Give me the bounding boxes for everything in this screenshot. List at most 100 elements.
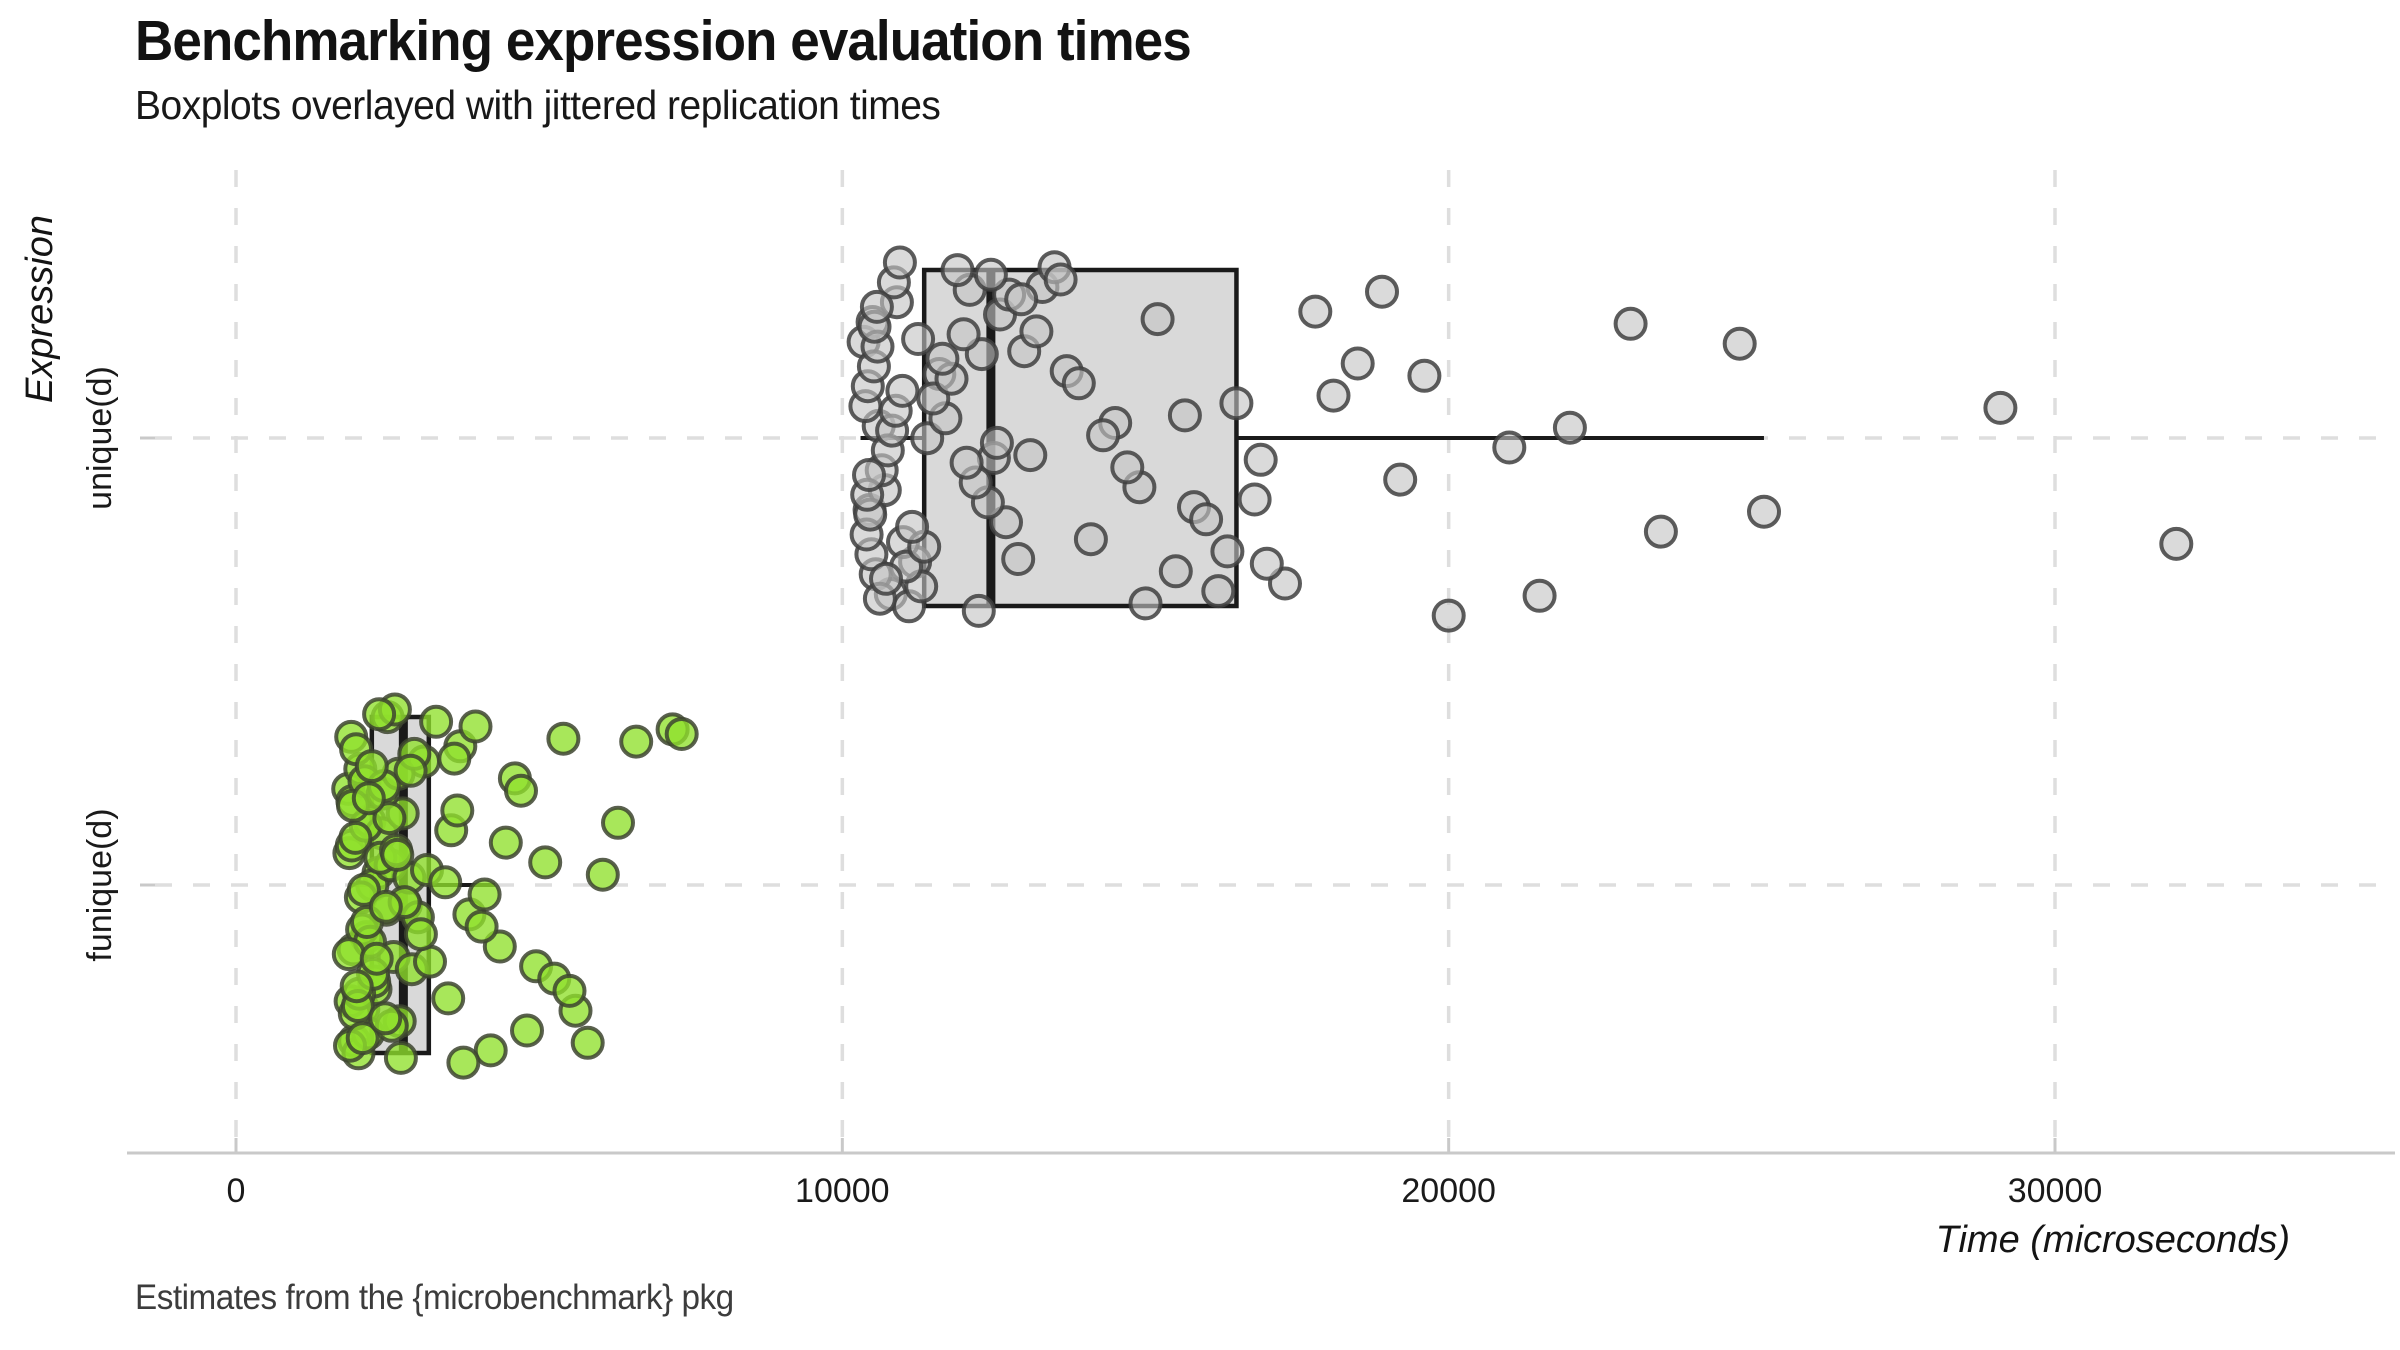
- jitter-point: [1365, 274, 1399, 309]
- jitter-point: [1210, 534, 1245, 569]
- jitter-point: [619, 724, 654, 759]
- chart-subtitle: Boxplots overlayed with jittered replica…: [135, 82, 941, 128]
- jitter-point: [1158, 554, 1193, 589]
- jitter-point: [1043, 262, 1078, 297]
- jitter-point: [1167, 398, 1202, 433]
- jitter-point: [895, 509, 930, 544]
- jitter-point: [431, 981, 466, 1016]
- jitter-point: [345, 1021, 380, 1056]
- jitter-point: [882, 245, 917, 280]
- jitter-point: [1983, 390, 2018, 425]
- jitter-point: [1431, 598, 1466, 633]
- jitter-point: [1140, 302, 1175, 337]
- jitter-point: [1643, 514, 1678, 549]
- jitter-point: [1001, 542, 1036, 576]
- jitter-point: [467, 877, 502, 912]
- jitter-point: [372, 801, 407, 836]
- uniqued-points: [846, 245, 2194, 633]
- jitter-point: [362, 697, 397, 732]
- jitter-point: [1747, 494, 1781, 529]
- jitter-point: [338, 820, 373, 855]
- jitter-point: [1201, 574, 1236, 609]
- jitter-point: [464, 909, 499, 944]
- jitter-point: [1492, 430, 1527, 465]
- jitter-point: [1110, 450, 1145, 485]
- jitter-point: [437, 741, 472, 776]
- jitter-point: [351, 781, 386, 816]
- jitter-point: [1019, 314, 1054, 349]
- jitter-point: [354, 749, 389, 784]
- jitter-point: [859, 289, 894, 324]
- jitter-point: [359, 941, 394, 976]
- jitter-point: [940, 253, 975, 288]
- jitter-point: [1243, 442, 1278, 477]
- jitter-point: [1613, 306, 1648, 341]
- jitter-point: [1061, 366, 1096, 401]
- jitter-point: [869, 561, 903, 596]
- x-tick-label: 0: [227, 1172, 246, 1210]
- jitter-point: [1219, 386, 1254, 421]
- jitter-point: [925, 341, 960, 376]
- jitter-point: [552, 973, 587, 1008]
- jitter-point: [546, 721, 581, 756]
- jitter-point: [339, 969, 374, 1004]
- x-tick-label: 20000: [1401, 1172, 1496, 1210]
- jitter-point: [1383, 462, 1418, 497]
- jitter-point: [949, 445, 984, 480]
- jitter-point: [458, 709, 493, 744]
- jitter-point: [1522, 578, 1557, 613]
- jitter-point: [380, 837, 415, 872]
- jitter-point: [440, 793, 475, 828]
- jitter-point: [393, 753, 428, 788]
- jitter-point: [403, 917, 438, 952]
- jitter-point: [1249, 546, 1284, 581]
- jitter-point: [1128, 586, 1163, 621]
- jitter-point: [1407, 358, 1442, 393]
- jitter-point: [331, 937, 366, 972]
- jitter-point: [368, 1001, 403, 1036]
- jitter-point: [852, 458, 886, 492]
- jitter-point: [528, 845, 563, 880]
- jitter-point: [946, 317, 981, 352]
- jitter-point: [510, 1013, 544, 1048]
- jitter-point: [2159, 526, 2194, 561]
- jitter-point: [973, 257, 1008, 292]
- jitter-point: [1189, 502, 1224, 537]
- jitter-point: [1722, 326, 1757, 361]
- chart-caption: Estimates from the {microbenchmark} pkg: [135, 1278, 734, 1317]
- x-tick-label: 10000: [795, 1172, 890, 1210]
- jitter-point: [1013, 438, 1048, 473]
- jitter-point: [901, 322, 936, 356]
- jitter-point: [473, 1033, 508, 1068]
- x-tick-label: 30000: [2008, 1172, 2103, 1210]
- jitter-point: [570, 1025, 605, 1060]
- jitter-point: [979, 425, 1014, 460]
- jitter-point: [419, 704, 454, 739]
- jitter-point: [1073, 522, 1108, 557]
- jitter-point: [961, 593, 996, 628]
- jitter-point: [1298, 294, 1333, 329]
- jitter-point: [585, 857, 620, 892]
- jitter-point: [1552, 410, 1587, 445]
- jitter-point: [368, 889, 403, 924]
- jitter-point: [346, 872, 381, 907]
- jitter-point: [1237, 482, 1272, 517]
- chart-title: Benchmarking expression evaluation times: [135, 9, 1192, 73]
- jitter-point: [885, 373, 920, 408]
- jitter-point: [1004, 282, 1039, 317]
- y-axis-title: Expression: [19, 215, 61, 403]
- jitter-point: [1316, 378, 1351, 413]
- y-tick-label: unique(d): [81, 366, 119, 510]
- jitter-point: [383, 1040, 418, 1075]
- jitter-point: [504, 773, 538, 808]
- funiqued-points: [331, 692, 699, 1080]
- x-axis-title: Time (microseconds): [1936, 1219, 2290, 1261]
- y-tick-label: funique(d): [81, 808, 119, 961]
- jitter-point: [1086, 418, 1121, 453]
- jitter-point: [446, 1045, 481, 1080]
- jitter-point: [601, 805, 635, 840]
- jitter-point: [664, 717, 699, 751]
- jitter-point: [1340, 346, 1375, 381]
